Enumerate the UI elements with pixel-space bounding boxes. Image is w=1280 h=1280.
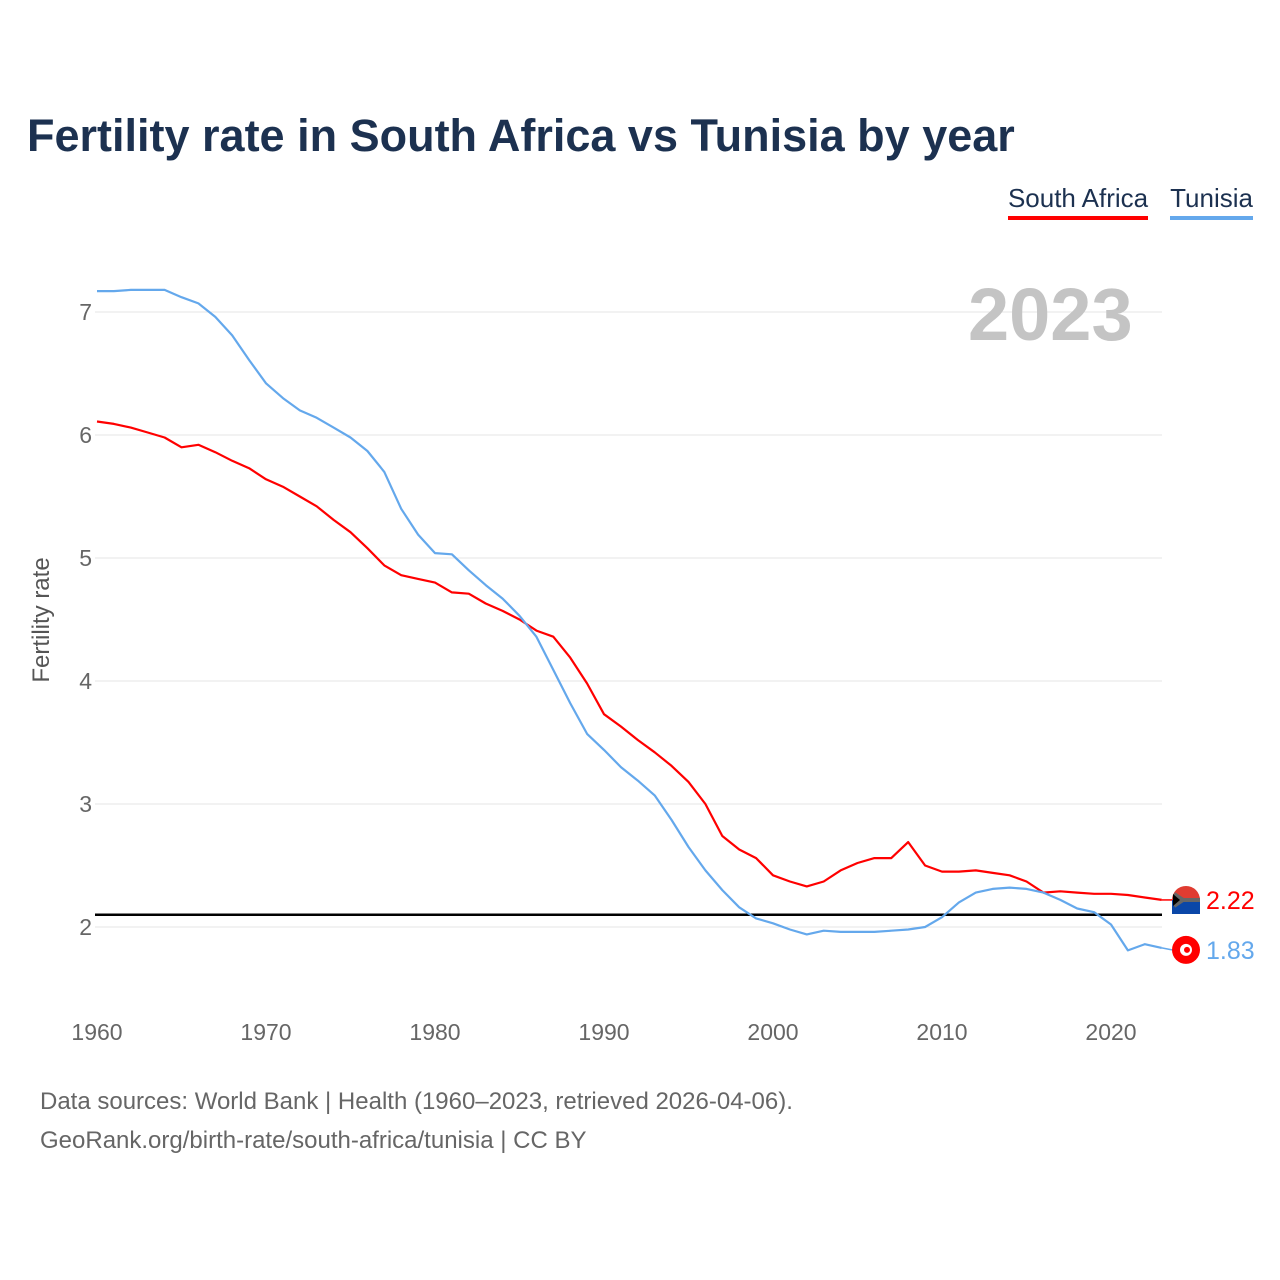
x-tick-label: 1980 (409, 1019, 460, 1045)
legend: South Africa Tunisia (1007, 183, 1253, 220)
y-tick-label: 6 (79, 422, 92, 448)
y-tick-label: 3 (79, 791, 92, 817)
x-tick-label: 2000 (747, 1019, 798, 1045)
flag-y-band (1172, 892, 1200, 908)
x-tick-label: 2010 (916, 1019, 967, 1045)
flag-triangle (1173, 893, 1180, 906)
x-tick-label: 2020 (1085, 1019, 1136, 1045)
flag-crescent (1184, 946, 1190, 953)
legend-south-africa[interactable]: South Africa (1007, 183, 1149, 220)
end-value-label: 1.83 (1206, 937, 1255, 965)
legend-tunisia[interactable]: Tunisia (1170, 183, 1253, 220)
y-tick-label: 2 (79, 914, 92, 940)
chart-title: Fertility rate in South Africa vs Tunisi… (27, 110, 1015, 161)
data-source: Data sources: World Bank | Health (1960–… (40, 1088, 793, 1115)
x-tick-label: 1990 (578, 1019, 629, 1045)
y-tick-label: 7 (79, 299, 92, 325)
current-year-label: 2023 (968, 273, 1133, 356)
y-tick-label: 4 (79, 668, 92, 694)
source-link[interactable]: GeoRank.org/birth-rate/south-africa/tuni… (40, 1127, 587, 1154)
series-line-tunisia (97, 288, 1162, 952)
x-tick-label: 1970 (240, 1019, 291, 1045)
y-tick-label: 5 (79, 545, 92, 571)
label-connector (1161, 947, 1173, 951)
x-tick-label: 1960 (71, 1019, 122, 1045)
end-value-label: 2.22 (1206, 887, 1255, 915)
series-line-south-africa (96, 420, 1162, 901)
